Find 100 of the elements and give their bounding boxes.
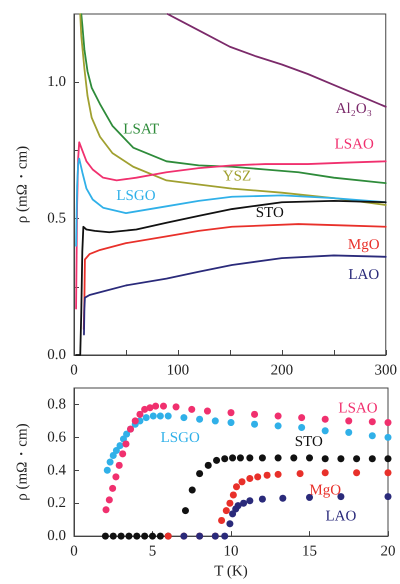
- point: [110, 532, 117, 540]
- y-tick-label: 0.4: [47, 462, 66, 478]
- point: [204, 462, 212, 469]
- point: [322, 455, 329, 462]
- y-tick-label: 0.0: [47, 347, 66, 363]
- point: [136, 410, 144, 418]
- point: [204, 408, 211, 415]
- point: [274, 470, 282, 478]
- x-axis-title: T (K): [214, 564, 248, 580]
- point: [240, 500, 248, 507]
- series-label: LSAO: [338, 400, 378, 417]
- point: [298, 414, 306, 422]
- point: [233, 483, 240, 490]
- series-label: LSGO: [160, 430, 200, 446]
- point: [164, 412, 172, 420]
- point: [246, 497, 254, 504]
- point: [306, 454, 313, 462]
- point: [146, 404, 154, 412]
- point: [353, 469, 360, 476]
- point: [234, 502, 242, 510]
- point: [345, 417, 352, 424]
- point: [156, 532, 164, 540]
- point: [106, 496, 113, 504]
- x-tick-label: 10: [224, 544, 238, 560]
- x-tick-label: 300: [374, 362, 397, 378]
- y-tick-label: 0.0: [47, 528, 66, 544]
- point: [180, 414, 188, 422]
- point: [188, 406, 196, 413]
- y-axis-title: ρ (mΩ・cm): [14, 146, 30, 224]
- point: [213, 456, 220, 464]
- x-tick-label: 5: [148, 544, 156, 560]
- point: [221, 455, 228, 462]
- point: [274, 412, 282, 420]
- y-axis-title: ρ (mΩ・cm): [14, 423, 30, 501]
- point: [384, 419, 392, 426]
- point: [226, 520, 234, 528]
- point: [133, 532, 140, 540]
- point: [238, 478, 246, 486]
- line-series: [83, 254, 387, 336]
- point: [384, 493, 392, 500]
- point: [298, 424, 306, 431]
- x-tick-label: 15: [302, 544, 317, 560]
- point: [384, 434, 392, 441]
- y-tick-label: 0.5: [47, 210, 66, 227]
- x-tick-label: 0: [70, 362, 78, 378]
- point: [228, 409, 234, 416]
- series-label: LSAT: [123, 122, 160, 138]
- point: [102, 506, 110, 514]
- point: [264, 472, 271, 479]
- point: [230, 491, 237, 498]
- point: [353, 455, 360, 462]
- point: [196, 470, 204, 478]
- series-label: LSGO: [116, 188, 156, 204]
- point: [226, 500, 234, 507]
- point: [156, 412, 164, 420]
- y-tick-label: 0.2: [47, 495, 66, 512]
- series-label: LSAO: [334, 136, 374, 153]
- y-tick-label: 1.0: [47, 74, 66, 90]
- point: [258, 454, 266, 462]
- point: [172, 403, 180, 410]
- series-label: LAO: [348, 266, 380, 283]
- point: [188, 486, 196, 494]
- series-label: STO: [256, 205, 284, 222]
- point: [368, 418, 376, 426]
- x-tick-label: 100: [166, 362, 190, 378]
- point: [246, 454, 254, 462]
- point: [106, 458, 114, 466]
- point: [102, 532, 109, 540]
- point: [221, 532, 228, 540]
- point: [368, 455, 376, 462]
- point: [132, 417, 139, 424]
- point: [125, 532, 132, 540]
- point: [229, 454, 236, 462]
- series-label: MgO: [348, 236, 380, 253]
- point: [109, 484, 116, 492]
- point: [322, 469, 329, 476]
- series-label: MgO: [309, 482, 342, 499]
- point: [290, 454, 298, 462]
- point: [322, 427, 329, 434]
- point: [182, 507, 189, 514]
- point: [251, 410, 258, 418]
- x-tick-label: 0: [70, 544, 78, 560]
- point: [229, 510, 236, 518]
- point: [152, 402, 160, 410]
- point: [274, 454, 282, 462]
- point: [149, 532, 156, 540]
- point: [254, 473, 262, 480]
- series-label: Al₂O₃: [336, 100, 372, 117]
- point: [345, 428, 352, 436]
- point: [246, 475, 254, 482]
- point: [218, 516, 226, 524]
- point: [123, 430, 130, 438]
- series-label: STO: [294, 434, 323, 450]
- point: [236, 454, 244, 462]
- point: [110, 452, 117, 459]
- point: [296, 470, 304, 478]
- point: [118, 532, 125, 540]
- point: [279, 494, 286, 502]
- point: [150, 412, 157, 420]
- point: [384, 469, 392, 476]
